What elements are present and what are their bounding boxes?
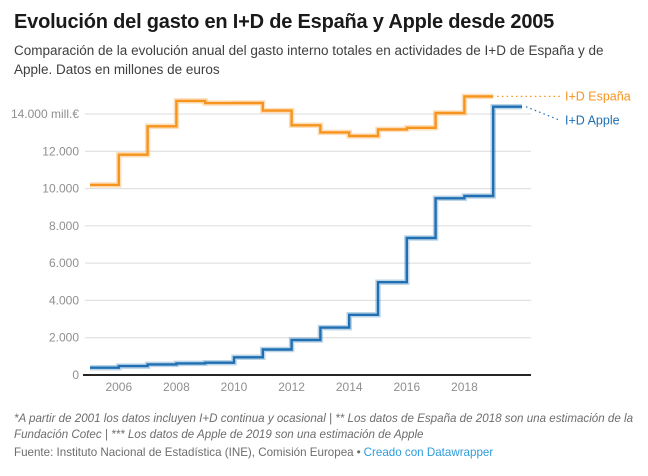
- datawrapper-link[interactable]: Creado con Datawrapper: [363, 446, 494, 459]
- y-tick-label: 12.000: [42, 144, 79, 158]
- page-title: Evolución del gasto en I+D de España y A…: [14, 11, 555, 33]
- x-tick-label: 2006: [105, 380, 132, 394]
- separator-dot: •: [356, 446, 361, 459]
- i-d-espa-a-legend-label: I+D España: [565, 89, 631, 103]
- x-tick-label: 2014: [336, 380, 363, 394]
- x-tick-label: 2016: [393, 380, 420, 394]
- step-line-chart: 0 2.000 4.000 6.000 8.000 10.000 12.000 14.000 …: [11, 89, 631, 394]
- i-d-apple-label-connector: [525, 106, 561, 121]
- i-d-espa-a-line: [90, 95, 494, 187]
- y-tick-label: 0: [72, 368, 79, 382]
- y-tick-label: 6.000: [49, 256, 79, 270]
- i-d-apple-legend-label: I+D Apple: [565, 113, 620, 127]
- i-d-apple-line-halo: [90, 103, 522, 371]
- i-d-apple-line: [90, 105, 522, 369]
- chart-area: 0 2.000 4.000 6.000 8.000 10.000 12.000 14.000 …: [0, 88, 648, 408]
- x-tick-label: 2018: [451, 380, 478, 394]
- source-line: Fuente: Instituto Nacional de Estadístic…: [14, 446, 646, 459]
- footnote: *A partir de 2001 los datos incluyen I+D…: [14, 412, 634, 441]
- x-tick-label: 2008: [163, 380, 190, 394]
- x-tick-label: 2012: [278, 380, 305, 394]
- x-tick-label: 2010: [221, 380, 248, 394]
- y-tick-label: 10.000: [42, 182, 79, 196]
- source-text: Fuente: Instituto Nacional de Estadístic…: [14, 446, 354, 459]
- y-tick-label: 14.000 mill.€: [11, 107, 79, 121]
- chart-subtitle: Comparación de la evolución anual del ga…: [14, 43, 604, 77]
- y-tick-label: 8.000: [49, 219, 79, 233]
- y-tick-label: 2.000: [49, 331, 79, 345]
- y-tick-label: 4.000: [49, 293, 79, 307]
